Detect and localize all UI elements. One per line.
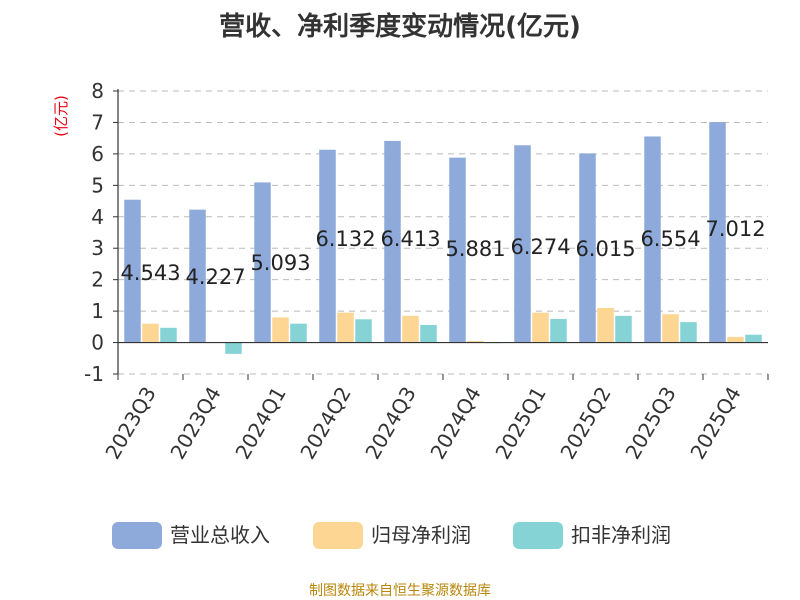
x-tick-label-2023Q4: 2023Q4	[165, 383, 225, 464]
y-axis-tick-labels: -1 0 1 2 3 4 5 6 7 8	[84, 79, 118, 386]
y-tick-label: 0	[91, 331, 104, 355]
data-label-2024Q2: 6.132	[315, 227, 375, 251]
bar-0-2024Q3	[384, 140, 401, 343]
bar-2-2025Q3	[680, 322, 697, 343]
x-tick-label-2024Q4: 2024Q4	[425, 383, 485, 464]
y-tick-label: 7	[91, 110, 104, 134]
bar-0-2025Q4	[709, 122, 726, 343]
legend-swatch-1[interactable]	[313, 522, 363, 549]
y-axis-unit-label: (亿元)	[52, 95, 70, 137]
bar-0-2024Q1	[254, 182, 271, 343]
legend-label-1[interactable]: 归母净利润	[371, 523, 471, 547]
bar-0-2023Q3	[124, 199, 141, 343]
bar-1-2025Q2	[597, 307, 614, 343]
bar-0-2024Q2	[319, 149, 336, 343]
bar-1-2025Q3	[662, 314, 679, 343]
bar-1-2023Q3	[142, 323, 159, 343]
bar-1-2024Q3	[402, 315, 419, 343]
bar-2-2024Q2	[355, 319, 372, 343]
bar-1-2025Q1	[532, 312, 549, 343]
data-label-2024Q4: 5.881	[445, 237, 505, 261]
y-tick-label: 2	[91, 268, 104, 292]
x-axis-tick-labels: 2023Q3 2023Q4 2024Q1 2024Q2 2024Q3 2024Q4 2025…	[100, 383, 745, 464]
bar-2-2025Q2	[615, 315, 632, 343]
data-label-2025Q1: 6.274	[510, 235, 570, 259]
legend-label-2[interactable]: 扣非净利润	[571, 523, 671, 547]
x-tick-label-2025Q2: 2025Q2	[555, 383, 615, 464]
data-label-2024Q3: 6.413	[380, 227, 440, 251]
y-tick-label: -1	[84, 362, 104, 386]
x-axis-tick-marks	[117, 374, 769, 380]
x-tick-label-2024Q1: 2024Q1	[230, 383, 290, 464]
bar-1-2024Q2	[337, 312, 354, 343]
bar-0-2023Q4	[189, 209, 206, 343]
x-tick-label-2025Q1: 2025Q1	[490, 383, 550, 464]
data-label-2023Q4: 4.227	[185, 265, 245, 289]
legend-swatch-2[interactable]	[513, 522, 563, 549]
bar-0-2025Q2	[579, 153, 596, 343]
x-tick-label-2025Q4: 2025Q4	[685, 383, 745, 464]
bar-0-2024Q4	[449, 157, 466, 343]
legend-swatch-0[interactable]	[112, 522, 162, 549]
source-note: 制图数据来自恒生聚源数据库	[309, 583, 491, 599]
y-tick-label: 5	[91, 173, 104, 197]
data-label-2024Q1: 5.093	[250, 251, 310, 275]
y-tick-label: 6	[91, 142, 104, 166]
bar-2-2023Q3	[160, 327, 177, 343]
bar-2-2024Q3	[420, 324, 437, 343]
y-tick-label: 3	[91, 236, 104, 260]
x-tick-label-2024Q3: 2024Q3	[360, 383, 420, 464]
x-tick-label-2023Q3: 2023Q3	[100, 383, 160, 464]
bar-0-2025Q1	[514, 145, 531, 343]
bar-1-2025Q4	[727, 336, 744, 343]
y-tick-label: 1	[91, 299, 104, 323]
data-label-2025Q3: 6.554	[640, 227, 700, 251]
bar-2-2023Q4	[225, 342, 242, 354]
bar-0-2025Q3	[644, 136, 661, 343]
data-label-2025Q2: 6.015	[575, 237, 635, 261]
legend-label-0[interactable]: 营业总收入	[170, 523, 270, 547]
bar-1-2024Q1	[272, 317, 289, 343]
bar-1-2024Q4	[467, 340, 484, 343]
bar-2-2024Q1	[290, 323, 307, 343]
y-tick-label: 8	[91, 79, 104, 103]
data-label-2025Q4: 7.012	[705, 217, 765, 241]
data-label-2023Q3: 4.543	[120, 261, 180, 285]
bar-2-2025Q4	[745, 334, 762, 343]
chart-title: 营收、净利季度变动情况(亿元)	[219, 11, 581, 42]
legend[interactable]: 营业总收入 归母净利润 扣非净利润	[112, 522, 671, 549]
x-tick-label-2024Q2: 2024Q2	[295, 383, 355, 464]
y-tick-label: 4	[91, 205, 104, 229]
x-tick-label-2025Q3: 2025Q3	[620, 383, 680, 464]
bar-2-2025Q1	[550, 318, 567, 343]
